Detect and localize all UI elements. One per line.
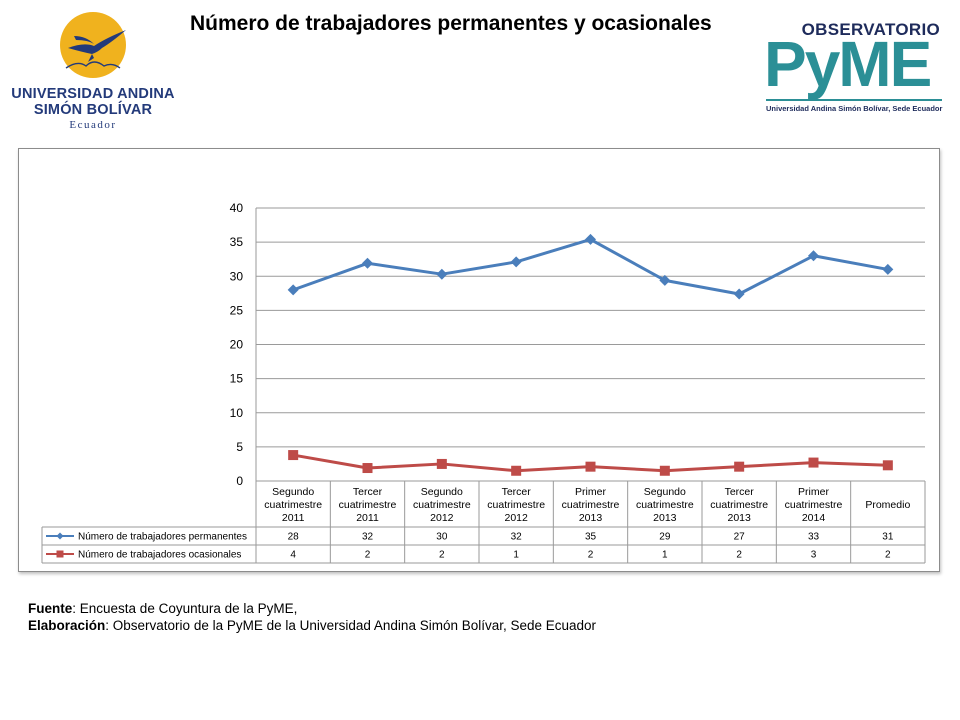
table-value: 28: [288, 532, 300, 543]
elaboration-label: Elaboración: [28, 618, 106, 633]
data-point-square: [808, 457, 819, 468]
pyme-logo-top: OBSERVATORIO: [801, 20, 940, 39]
table-value: 29: [659, 532, 671, 543]
table-value: 3: [811, 550, 817, 561]
y-tick-label: 5: [236, 440, 243, 454]
x-category-label: 2011: [282, 512, 305, 524]
x-category-label: 2011: [356, 512, 379, 524]
x-category-label: 2013: [727, 512, 751, 524]
data-point-square: [362, 463, 373, 474]
y-tick-label: 25: [230, 303, 244, 317]
pyme-logo-divider: [766, 99, 942, 101]
x-category-label: Primer: [575, 486, 606, 498]
table-value: 2: [439, 550, 445, 561]
x-category-label: Segundo: [272, 486, 314, 498]
y-tick-label: 20: [230, 338, 244, 352]
table-value: 2: [736, 550, 742, 561]
table-value: 30: [436, 532, 448, 543]
x-category-label: cuatrimestre: [264, 499, 322, 511]
elaboration-line: Elaboración: Observatorio de la PyME de …: [28, 617, 928, 634]
y-tick-label: 35: [230, 235, 244, 249]
legend-series-name: Número de trabajadores ocasionales: [78, 550, 241, 561]
data-point-square: [436, 458, 447, 469]
table-value: 1: [513, 550, 519, 561]
data-point-square: [288, 450, 299, 461]
x-category-label: 2012: [430, 512, 454, 524]
legend-key-marker: [56, 532, 64, 540]
y-tick-label: 30: [230, 269, 244, 283]
x-category-label: Segundo: [644, 486, 686, 498]
source-line: Fuente: Encuesta de Coyuntura de la PyME…: [28, 600, 928, 617]
x-category-label: 2013: [579, 512, 603, 524]
condor-emblem-icon: [60, 12, 126, 78]
data-point-diamond: [510, 256, 522, 268]
x-category-label: cuatrimestre: [636, 499, 694, 511]
table-value: 2: [365, 550, 371, 561]
table-value: 32: [511, 532, 523, 543]
table-value: 33: [808, 532, 820, 543]
x-category-label: Tercer: [353, 486, 383, 498]
x-category-label: Segundo: [421, 486, 463, 498]
table-value: 32: [362, 532, 374, 543]
data-point-square: [511, 465, 522, 476]
y-tick-label: 15: [230, 372, 244, 386]
x-category-label: cuatrimestre: [785, 499, 843, 511]
source-notes: Fuente: Encuesta de Coyuntura de la PyME…: [28, 600, 928, 634]
data-point-diamond: [808, 250, 819, 262]
table-value: 2: [885, 550, 891, 561]
x-category-label: 2013: [653, 512, 677, 524]
table-value: 31: [882, 532, 894, 543]
legend-series-name: Número de trabajadores permanentes: [78, 532, 247, 543]
x-category-label: cuatrimestre: [339, 499, 397, 511]
source-label: Fuente: [28, 601, 73, 616]
pyme-logo-word: PyME: [764, 28, 932, 100]
uasb-name-line2: SIMÓN BOLÍVAR: [33, 102, 153, 118]
source-text: : Encuesta de Coyuntura de la PyME,: [72, 601, 298, 616]
data-point-square: [659, 465, 670, 476]
data-point-square: [734, 461, 745, 472]
uasb-name-line1: UNIVERSIDAD ANDINA: [11, 86, 175, 102]
y-tick-label: 0: [236, 474, 243, 488]
y-tick-label: 10: [230, 406, 244, 420]
table-value: 2: [588, 550, 594, 561]
data-point-diamond: [436, 268, 448, 280]
uasb-logo: UNIVERSIDAD ANDINA SIMÓN BOLÍVAR Ecuador: [8, 8, 178, 131]
y-tick-label: 40: [230, 201, 244, 215]
table-value: 27: [734, 532, 746, 543]
data-point-square: [585, 461, 596, 472]
data-point-diamond: [287, 284, 299, 296]
pyme-logo-subtitle: Universidad Andina Simón Bolívar, Sede E…: [766, 104, 943, 113]
x-category-label: Primer: [798, 486, 829, 498]
table-value: 1: [662, 550, 668, 561]
data-point-diamond: [585, 233, 596, 245]
x-category-label: 2014: [802, 512, 826, 524]
x-category-label: Promedio: [865, 499, 910, 511]
observatorio-pyme-logo: OBSERVATORIO PyME Universidad Andina Sim…: [762, 18, 946, 118]
data-point-diamond: [882, 263, 894, 275]
data-point-diamond: [362, 257, 373, 269]
x-category-label: 2012: [504, 512, 528, 524]
uasb-country: Ecuador: [69, 119, 117, 131]
series-line-1: [292, 237, 889, 296]
x-category-label: cuatrimestre: [487, 499, 545, 511]
x-category-label: cuatrimestre: [562, 499, 620, 511]
elaboration-text: : Observatorio de la PyME de la Universi…: [105, 618, 597, 633]
table-value: 4: [290, 550, 296, 561]
data-point-square: [882, 460, 893, 471]
data-point-diamond: [733, 288, 745, 300]
table-value: 35: [585, 532, 597, 543]
x-category-label: cuatrimestre: [710, 499, 768, 511]
legend-key-marker: [56, 550, 64, 558]
x-category-label: Tercer: [502, 486, 532, 498]
chart-title: Número de trabajadores permanentes y oca…: [190, 12, 712, 35]
x-category-label: cuatrimestre: [413, 499, 471, 511]
data-point-diamond: [659, 274, 671, 286]
x-category-label: Tercer: [725, 486, 755, 498]
